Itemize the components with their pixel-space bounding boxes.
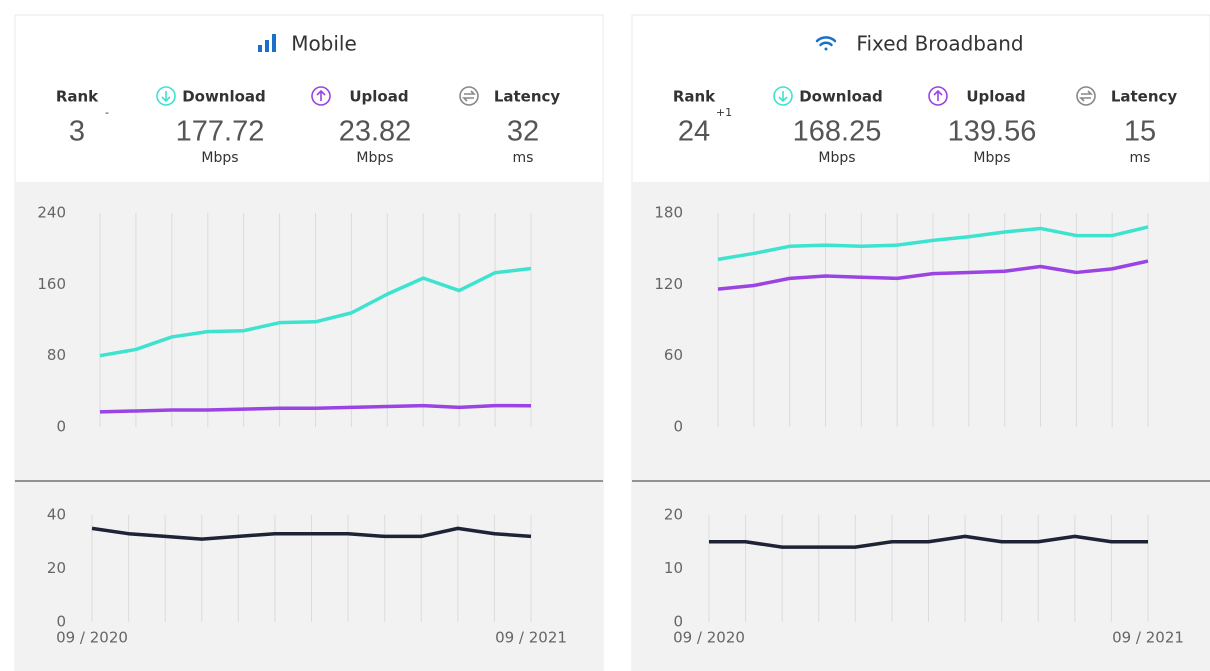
series-line [717,259,1149,291]
stat-icon [156,86,176,106]
y-tick-label: 180 [654,204,683,222]
stat-label: Latency [494,88,561,106]
y-tick-label: 20 [47,559,66,577]
stat-icon [311,86,331,106]
chart-area [632,182,1210,671]
series-line [717,225,1149,262]
stat-icon-arrow [462,90,476,102]
rank-value: 24 [678,116,710,148]
stat-icon [773,86,793,106]
y-tick-label: 60 [664,346,683,364]
stat-unit: Mbps [973,150,1010,166]
y-tick-label: 240 [37,204,66,222]
y-tick-label: 0 [56,613,66,631]
stat-icon-arrow [316,89,326,101]
y-tick-label: 0 [673,418,683,436]
y-tick-label: 80 [47,346,66,364]
stat-icon [1076,86,1096,106]
x-tick-label: 09 / 2021 [495,629,567,647]
stat-value: 177.72 [176,116,265,148]
stat-value: 32 [507,116,539,148]
series-line [99,403,532,414]
stat-unit: ms [513,150,534,166]
x-tick-label: 09 / 2020 [673,629,745,647]
rank-change: - [105,106,109,119]
x-tick-label: 09 / 2021 [1112,629,1184,647]
stat-icon-arrow [778,91,788,103]
stat-icon-arrow [933,89,943,101]
y-tick-label: 160 [37,275,66,293]
stat-icon [459,86,479,106]
stat-icon [928,86,948,106]
chart-area [15,182,603,671]
stat-label: Upload [349,88,408,106]
wifi-icon [815,36,837,51]
mobile-icon [258,34,276,52]
x-tick-label: 09 / 2020 [56,629,128,647]
stat-value: 23.82 [339,116,412,148]
rank-label: Rank [673,88,716,106]
stat-label: Download [799,88,883,106]
y-tick-label: 120 [654,275,683,293]
stat-value: 139.56 [948,116,1037,148]
rank-change: +1 [716,106,732,119]
stat-label: Upload [966,88,1025,106]
stat-unit: Mbps [201,150,238,166]
y-tick-label: 20 [664,506,683,524]
stat-value: 168.25 [793,116,882,148]
y-tick-label: 10 [664,559,683,577]
series-line [709,534,1148,549]
series-line [99,266,532,358]
stat-unit: ms [1130,150,1151,166]
stat-unit: Mbps [818,150,855,166]
panel-title: Mobile [291,32,357,56]
stat-unit: Mbps [356,150,393,166]
stat-icon-arrow [1079,90,1093,102]
series-line [91,526,532,541]
stat-icon-arrow [161,91,171,103]
rank-value: 3 [69,116,85,148]
y-tick-label: 40 [47,506,66,524]
stat-label: Latency [1111,88,1178,106]
panel-title: Fixed Broadband [856,32,1023,56]
rank-label: Rank [56,88,99,106]
stat-value: 15 [1124,116,1156,148]
y-tick-label: 0 [673,613,683,631]
stat-label: Download [182,88,266,106]
y-tick-label: 0 [56,418,66,436]
